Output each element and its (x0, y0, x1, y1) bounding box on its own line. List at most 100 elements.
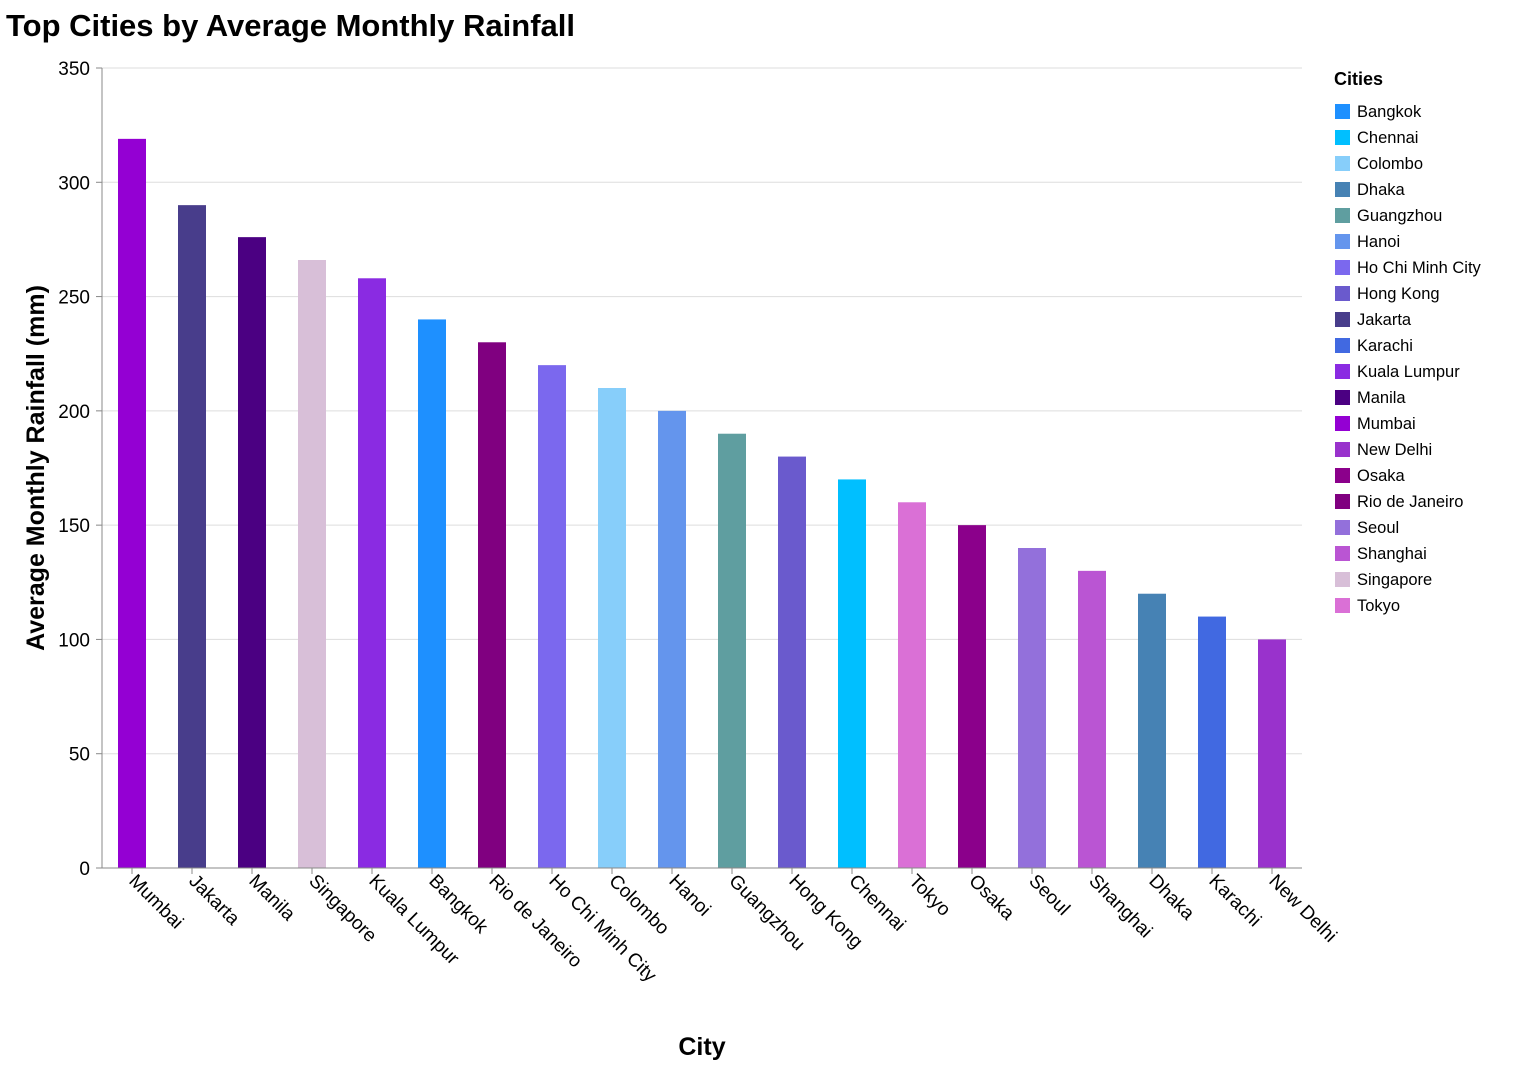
legend-label: Karachi (1357, 337, 1413, 355)
legend-swatch (1335, 234, 1350, 249)
bar-mumbai (118, 138, 146, 868)
bar-hong-kong (778, 456, 806, 868)
legend-item-ho-chi-minh-city: Ho Chi Minh City (1335, 259, 1482, 277)
chart-title: Top Cities by Average Monthly Rainfall (6, 8, 575, 43)
x-tick-label: Shanghai (1084, 871, 1156, 943)
legend-title: Cities (1334, 69, 1383, 89)
legend-swatch (1335, 208, 1350, 223)
bar-hanoi (658, 410, 686, 868)
bar-singapore (298, 260, 326, 868)
legend-label: Shanghai (1357, 545, 1427, 563)
legend-label: Ho Chi Minh City (1357, 259, 1482, 277)
legend-swatch (1335, 338, 1350, 353)
bar-colombo (598, 388, 626, 868)
legend-swatch (1335, 390, 1350, 405)
bar-new-delhi (1258, 639, 1286, 868)
bars (118, 138, 1286, 869)
bar-chennai (838, 479, 866, 868)
legend-item-osaka: Osaka (1335, 467, 1406, 485)
legend-swatch (1335, 572, 1350, 587)
legend-label: Dhaka (1357, 181, 1406, 199)
y-tick-label: 350 (58, 59, 90, 80)
legend-label: Hong Kong (1357, 285, 1440, 303)
y-tick-label: 250 (58, 288, 90, 309)
y-tick-label: 50 (69, 745, 90, 766)
legend-item-guangzhou: Guangzhou (1335, 207, 1442, 225)
legend-label: Chennai (1357, 129, 1418, 147)
legend-swatch (1335, 442, 1350, 457)
x-tick-label: New Delhi (1264, 871, 1340, 947)
legend-label: Kuala Lumpur (1357, 363, 1460, 381)
legend-item-jakarta: Jakarta (1335, 311, 1412, 329)
legend-swatch (1335, 260, 1350, 275)
legend-item-shanghai: Shanghai (1335, 545, 1427, 563)
legend-swatch (1335, 416, 1350, 431)
legend-swatch (1335, 364, 1350, 379)
legend-swatch (1335, 130, 1350, 145)
y-tick-label: 100 (58, 630, 90, 651)
x-tick-label: Seoul (1024, 871, 1073, 920)
legend-label: Mumbai (1357, 415, 1416, 433)
legend-item-bangkok: Bangkok (1335, 103, 1422, 121)
x-tick-label: Osaka (964, 871, 1018, 925)
legend-label: Rio de Janeiro (1357, 493, 1463, 511)
legend-item-manila: Manila (1335, 389, 1406, 407)
bar-guangzhou (718, 433, 746, 868)
bar-ho-chi-minh-city (538, 365, 566, 868)
bar-manila (238, 237, 266, 869)
legend-swatch (1335, 286, 1350, 301)
legend-swatch (1335, 182, 1350, 197)
y-tick-label: 150 (58, 516, 90, 537)
legend-label: Manila (1357, 389, 1406, 407)
bar-karachi (1198, 616, 1226, 868)
legend-swatch (1335, 156, 1350, 171)
legend-item-seoul: Seoul (1335, 519, 1399, 537)
x-tick-label: Hanoi (664, 871, 714, 921)
legend-label: Osaka (1357, 467, 1406, 485)
bar-kuala-lumpur (358, 278, 386, 868)
bar-osaka (958, 525, 986, 868)
bar-jakarta (178, 205, 206, 869)
x-tick-label: Tokyo (904, 871, 954, 921)
legend-label: Bangkok (1357, 103, 1422, 121)
legend-swatch (1335, 520, 1350, 535)
x-axis-title: City (678, 1033, 725, 1061)
legend-item-tokyo: Tokyo (1335, 597, 1400, 615)
legend-label: New Delhi (1357, 441, 1432, 459)
legend-label: Colombo (1357, 155, 1423, 173)
legend-item-kuala-lumpur: Kuala Lumpur (1335, 363, 1460, 381)
legend-swatch (1335, 104, 1350, 119)
legend-label: Guangzhou (1357, 207, 1442, 225)
x-tick-label: Mumbai (124, 871, 187, 934)
x-tick-label: Manila (244, 871, 299, 926)
bar-shanghai (1078, 570, 1106, 868)
legend-item-hanoi: Hanoi (1335, 233, 1400, 251)
x-tick-label: Karachi (1204, 871, 1264, 931)
legend-label: Seoul (1357, 519, 1399, 537)
x-tick-label: Ho Chi Minh City (544, 871, 660, 987)
bar-tokyo (898, 502, 926, 868)
bar-bangkok (418, 319, 446, 868)
legend-swatch (1335, 598, 1350, 613)
legend-item-rio-de-janeiro: Rio de Janeiro (1335, 493, 1463, 511)
bar-seoul (1018, 548, 1046, 868)
x-tick-label: Dhaka (1144, 871, 1198, 925)
y-axis: 0 50 100 150 200 250 300 350 (58, 59, 103, 880)
y-tick-label: 200 (58, 402, 90, 423)
gridlines (102, 67, 1302, 755)
legend-swatch (1335, 468, 1350, 483)
y-axis-title: Average Monthly Rainfall (mm) (22, 285, 50, 651)
bar-rio-de-janeiro (478, 342, 506, 868)
y-tick-label: 300 (58, 173, 90, 194)
legend-swatch (1335, 546, 1350, 561)
x-tick-label: Jakarta (184, 871, 243, 930)
y-tick-label: 0 (79, 859, 90, 880)
legend: Cities Bangkok Chennai Colombo Dhaka Guangzh… (1334, 69, 1482, 615)
legend-item-new-delhi: New Delhi (1335, 441, 1432, 459)
legend-item-colombo: Colombo (1335, 155, 1423, 173)
legend-item-hong-kong: Hong Kong (1335, 285, 1440, 303)
legend-label: Singapore (1357, 571, 1432, 589)
legend-label: Jakarta (1357, 311, 1412, 329)
